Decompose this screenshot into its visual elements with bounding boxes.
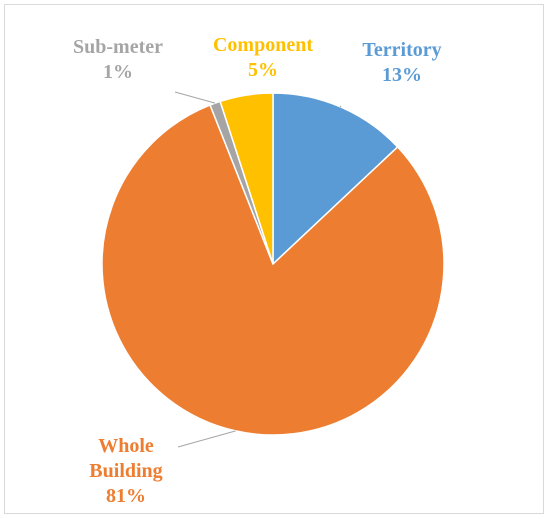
leader-line-sub-meter [174, 91, 216, 104]
leader-line-whole-building [177, 430, 236, 448]
label-submeter: Sub-meter 1% [62, 35, 174, 85]
label-territory: Territory 13% [350, 38, 454, 88]
label-whole-building: Whole Building 81% [64, 434, 188, 509]
label-whole-building-name-2: Building [89, 460, 163, 482]
label-whole-building-value: 81% [106, 485, 146, 507]
leader-line-territory [339, 105, 342, 108]
label-component-value: 5% [248, 59, 278, 81]
label-territory-name: Territory [362, 39, 442, 61]
label-territory-value: 13% [382, 64, 422, 86]
label-component: Component 5% [188, 33, 338, 83]
label-submeter-value: 1% [103, 61, 133, 83]
pie-slice-whole-building [101, 104, 445, 436]
label-submeter-name: Sub-meter [73, 36, 163, 58]
label-whole-building-name-1: Whole [98, 435, 154, 457]
pie-slice-territory [272, 92, 399, 266]
label-component-name: Component [212, 34, 313, 56]
chart-frame [4, 4, 544, 514]
pie-slice-component [219, 92, 274, 265]
